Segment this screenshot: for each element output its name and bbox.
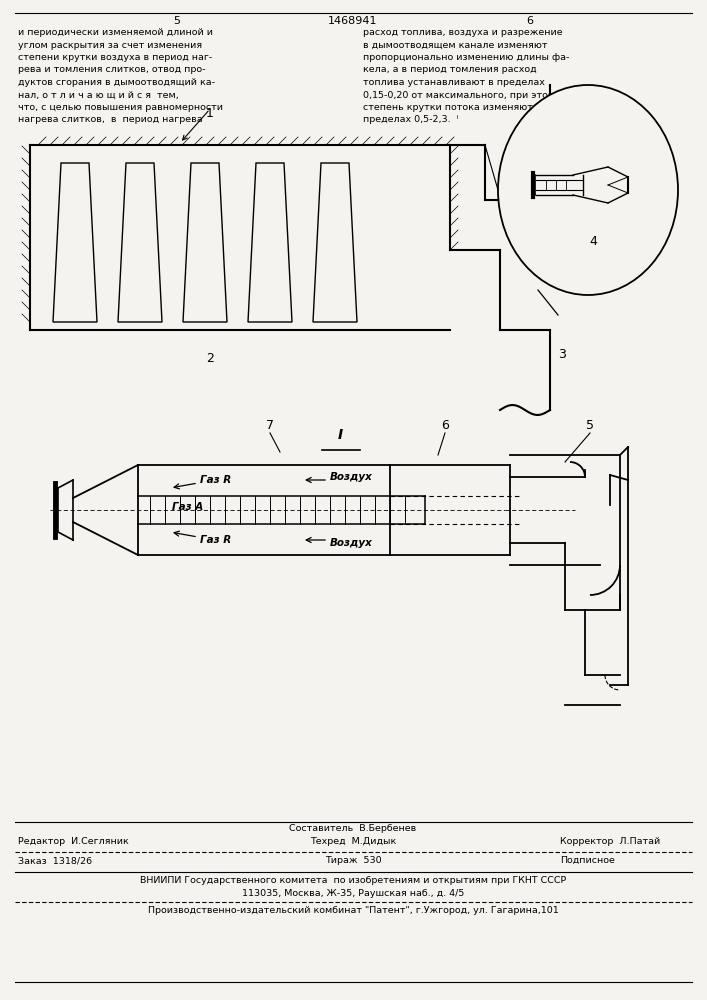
Text: кела, а в период томления расход: кела, а в период томления расход [363, 66, 537, 75]
Text: 6: 6 [527, 16, 534, 26]
Text: 5: 5 [173, 16, 180, 26]
Text: 113035, Москва, Ж-35, Раушская наб., д. 4/5: 113035, Москва, Ж-35, Раушская наб., д. … [242, 889, 464, 898]
Text: пределах 0,5-2,3.  ᴵ: пределах 0,5-2,3. ᴵ [363, 115, 458, 124]
Text: Производственно-издательский комбинат "Патент", г.Ужгород, ул. Гагарина,101: Производственно-издательский комбинат "П… [148, 906, 559, 915]
Text: Воздух: Воздух [330, 472, 373, 482]
Text: 7: 7 [266, 419, 274, 432]
Text: рева и томления слитков, отвод про-: рева и томления слитков, отвод про- [18, 66, 206, 75]
Text: 6: 6 [441, 419, 449, 432]
Text: 4: 4 [589, 235, 597, 248]
Text: дуктов сгорания в дымоотводящий ка-: дуктов сгорания в дымоотводящий ка- [18, 78, 215, 87]
Text: топлива устанавливают в пределах: топлива устанавливают в пределах [363, 78, 545, 87]
Text: Подписное: Подписное [560, 856, 615, 865]
Ellipse shape [498, 85, 678, 295]
Text: ВНИИПИ Государственного комитета  по изобретениям и открытиям при ГКНТ СССР: ВНИИПИ Государственного комитета по изоб… [140, 876, 566, 885]
Text: Корректор  Л.Патай: Корректор Л.Патай [560, 837, 660, 846]
Text: степени крутки воздуха в период наг-: степени крутки воздуха в период наг- [18, 53, 212, 62]
Text: Воздух: Воздух [330, 538, 373, 548]
Text: нал, о т л и ч а ю щ и й с я  тем,: нал, о т л и ч а ю щ и й с я тем, [18, 91, 179, 100]
Text: 1: 1 [206, 107, 214, 120]
Text: и периодически изменяемой длиной и: и периодически изменяемой длиной и [18, 28, 213, 37]
Text: Редактор  И.Сегляник: Редактор И.Сегляник [18, 837, 129, 846]
Text: Составитель  В.Бербенев: Составитель В.Бербенев [289, 824, 416, 833]
Text: Газ R: Газ R [200, 535, 231, 545]
Text: что, с целью повышения равномерности: что, с целью повышения равномерности [18, 103, 223, 112]
Text: Газ А: Газ А [172, 502, 203, 512]
Text: 5: 5 [586, 419, 594, 432]
Text: расход топлива, воздуха и разрежение: расход топлива, воздуха и разрежение [363, 28, 563, 37]
Text: углом раскрытия за счет изменения: углом раскрытия за счет изменения [18, 40, 202, 49]
Text: Тираж  530: Тираж 530 [325, 856, 381, 865]
Text: Газ R: Газ R [200, 475, 231, 485]
Text: нагрева слитков,  в  период нагрева: нагрева слитков, в период нагрева [18, 115, 203, 124]
Text: пропорционально изменению длины фа-: пропорционально изменению длины фа- [363, 53, 569, 62]
Text: 2: 2 [206, 352, 214, 365]
Text: Техред  М.Дидык: Техред М.Дидык [310, 837, 396, 846]
Text: I: I [337, 428, 343, 442]
Text: степень крутки потока изменяют в: степень крутки потока изменяют в [363, 103, 542, 112]
Text: 3: 3 [558, 348, 566, 361]
Text: Заказ  1318/26: Заказ 1318/26 [18, 856, 92, 865]
Text: 1468941: 1468941 [328, 16, 378, 26]
Text: в дымоотводящем канале изменяют: в дымоотводящем канале изменяют [363, 40, 547, 49]
Text: 0,15-0,20 от максимального, при этом: 0,15-0,20 от максимального, при этом [363, 91, 555, 100]
